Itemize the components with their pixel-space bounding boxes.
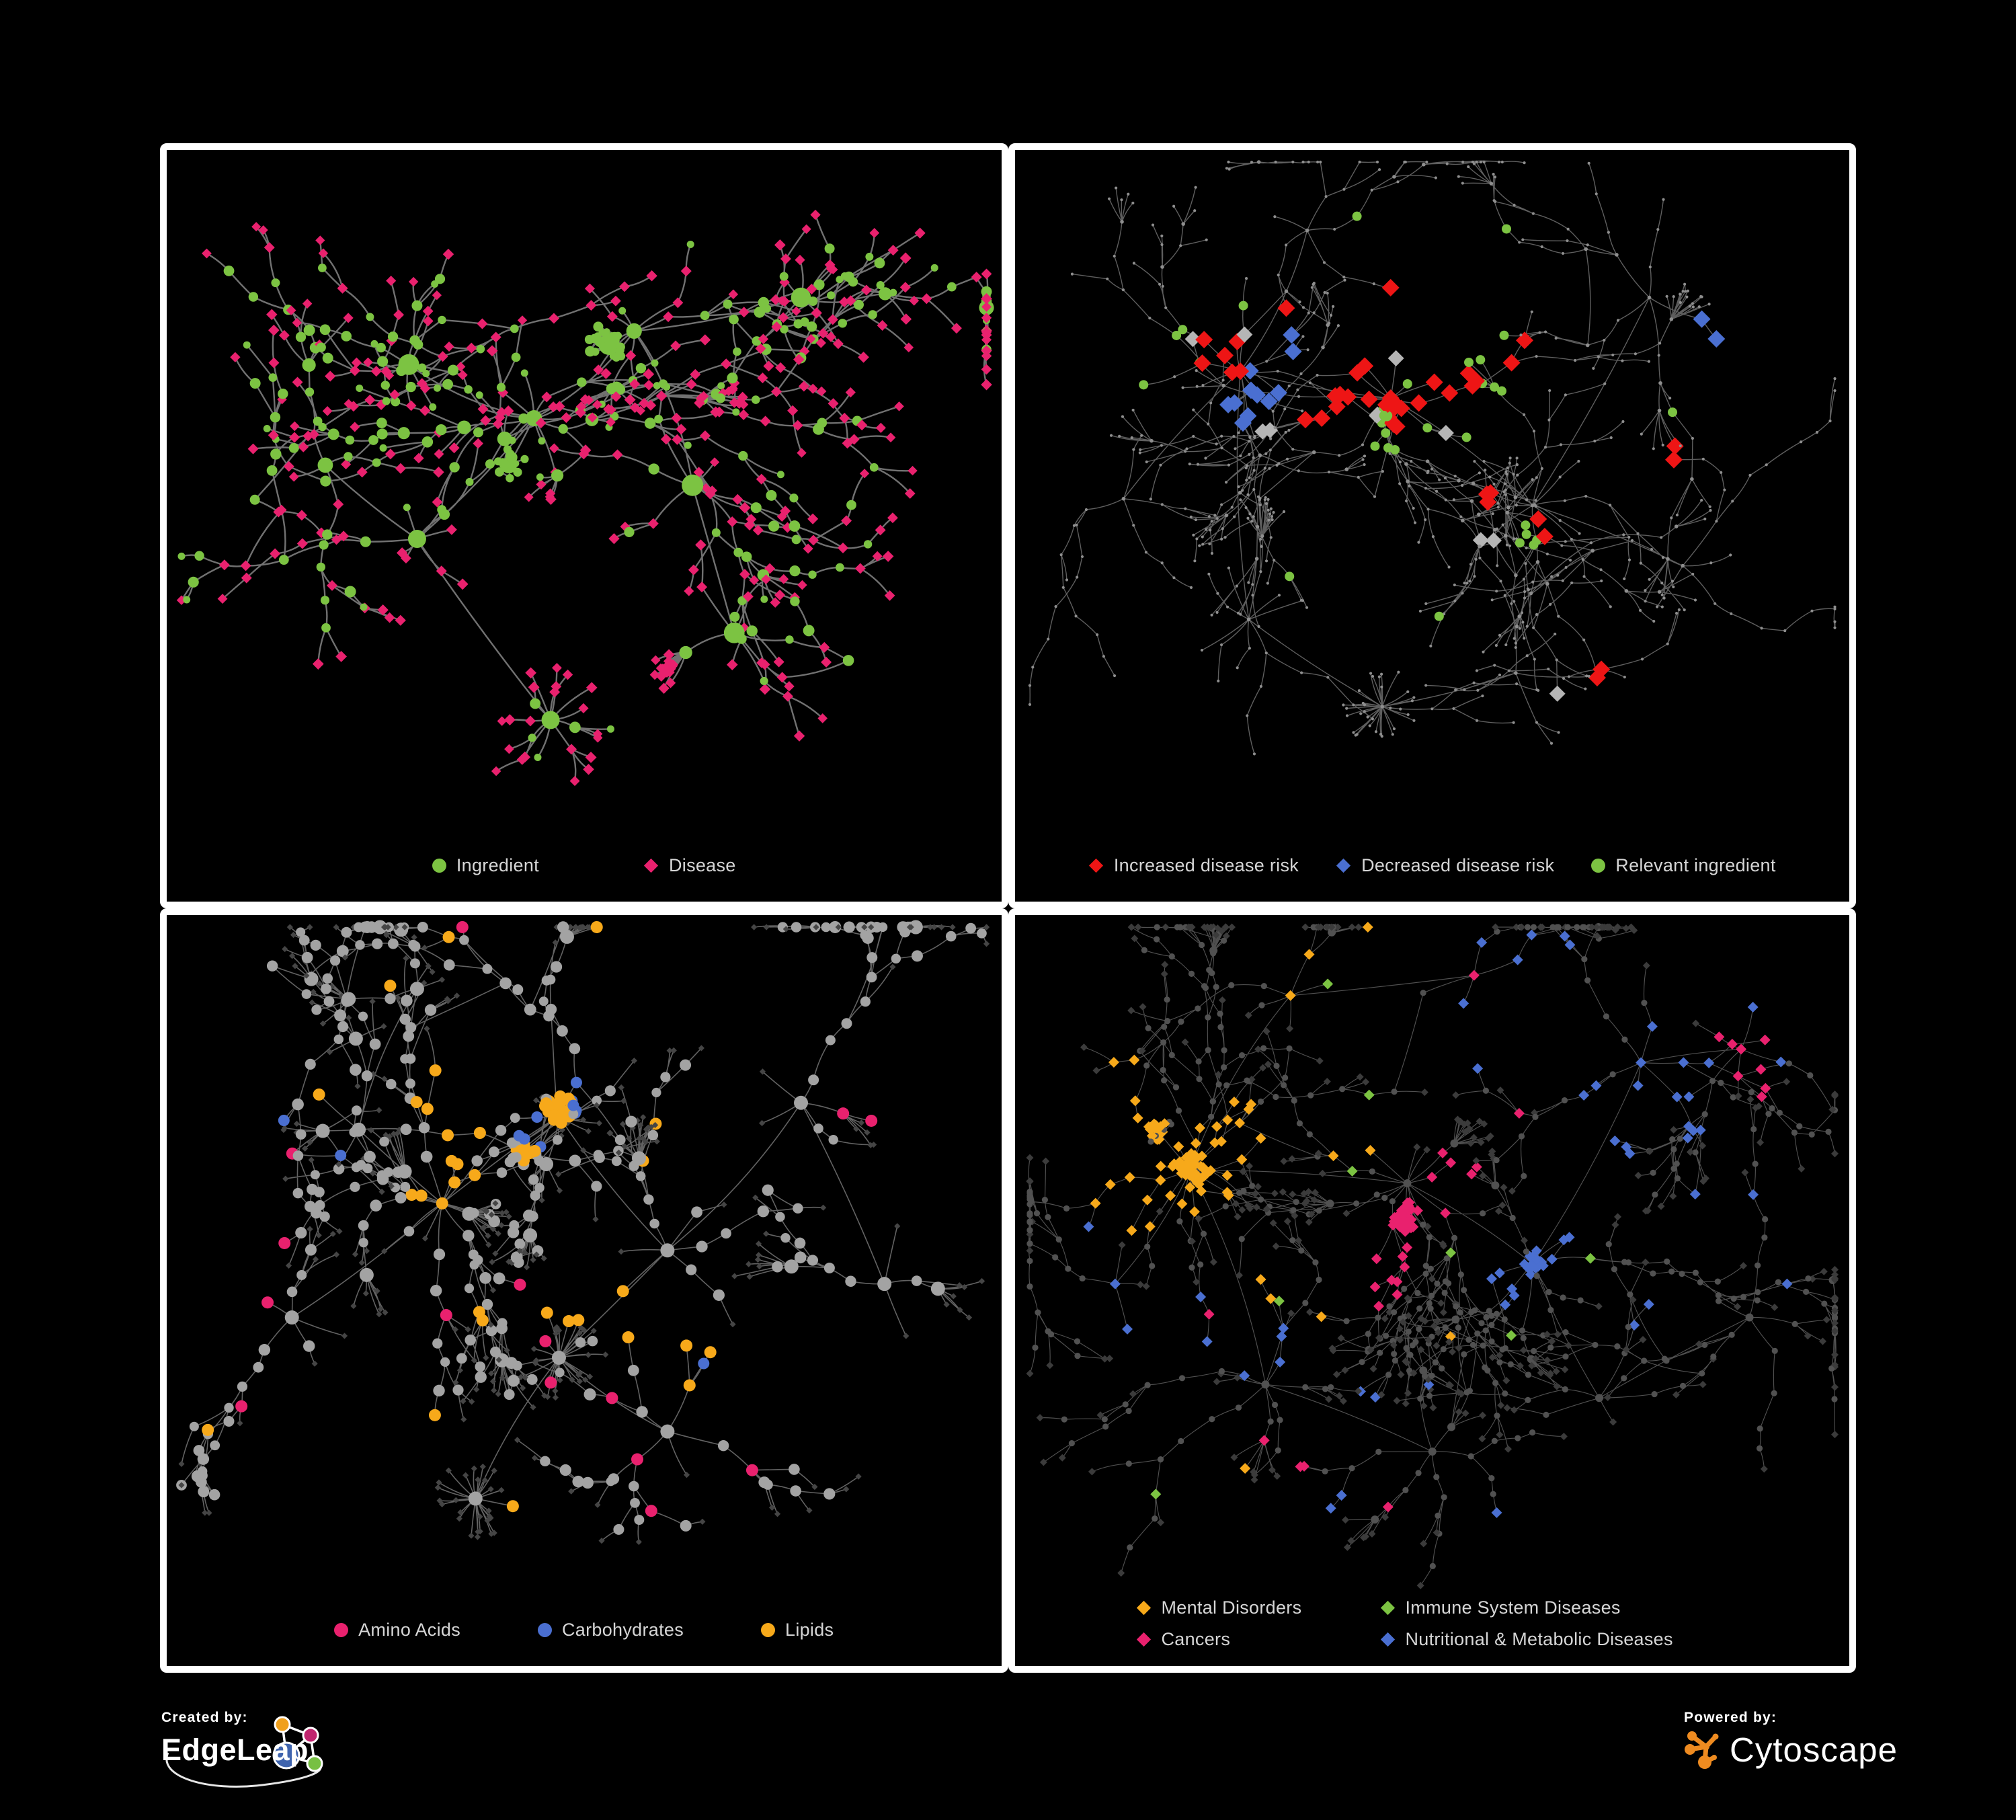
ingredient-circle-icon: [432, 858, 446, 873]
legend-label: Increased disease risk: [1113, 855, 1299, 875]
legend-label: Immune System Diseases: [1405, 1597, 1621, 1618]
legend-label: Amino Acids: [358, 1620, 460, 1640]
panel-macronutrients: Amino Acids Carbohydrates Lipids: [160, 908, 1008, 1673]
cytoscape-logo-row: Cytoscape: [1684, 1730, 1898, 1770]
legend-item-decreased-disease-risk: Decreased disease risk: [1336, 855, 1554, 876]
legend-item-carbohydrates: Carbohydrates: [538, 1620, 684, 1640]
immune-system-diseases-diamond-icon: [1380, 1600, 1395, 1616]
legend-macronutrients: Amino Acids Carbohydrates Lipids: [167, 1620, 1002, 1640]
legend-item-lipids: Lipids: [761, 1620, 834, 1640]
legend-item-ingredient: Ingredient: [432, 855, 539, 876]
network-edges: [1028, 925, 1837, 1586]
increased-disease-risk-diamond-icon: [1088, 858, 1103, 873]
legend-label: Nutritional & Metabolic Diseases: [1405, 1629, 1673, 1649]
legend-label: Carbohydrates: [562, 1620, 684, 1640]
created-by-block: Created by: EdgeLeap: [161, 1710, 376, 1804]
legend-item-disease: Disease: [643, 855, 736, 876]
created-by-label: Created by:: [161, 1710, 248, 1725]
edgeleap-swoosh: [165, 1752, 322, 1788]
network-edges: [1029, 160, 1836, 754]
lipids-circle-icon: [761, 1623, 775, 1637]
network-graph-disease-risk: [1028, 160, 1837, 756]
legend-ingredient-disease: Ingredient Disease: [167, 855, 1002, 876]
cytoscape-icon-nodes: [1685, 1731, 1719, 1769]
legend-item-relevant-ingredient: Relevant ingredient: [1591, 855, 1775, 876]
legend-label: Cancers: [1161, 1629, 1231, 1649]
panel-ingredient-disease: Ingredient Disease: [160, 143, 1008, 908]
legend-label: Relevant ingredient: [1615, 855, 1776, 875]
legend-item-immune-system-diseases: Immune System Diseases: [1380, 1597, 1673, 1618]
legend-label: Lipids: [785, 1620, 834, 1640]
cancers-diamond-icon: [1136, 1632, 1151, 1647]
powered-by-block: Powered by: Cytoscape: [1684, 1710, 1980, 1797]
network-graph-disease-categories: [1025, 921, 1839, 1589]
edgeleap-icon-nodes: [272, 1716, 323, 1772]
panel-disease-risk: Increased disease risk Decreased disease …: [1008, 143, 1856, 908]
legend-label: Decreased disease risk: [1361, 855, 1555, 875]
legend-label: Ingredient: [456, 855, 539, 875]
legend-label: Mental Disorders: [1161, 1597, 1302, 1618]
cytoscape-logo-text: Cytoscape: [1730, 1731, 1898, 1769]
legend-item-mental-disorders: Mental Disorders: [1136, 1597, 1380, 1618]
network-panels-grid: Ingredient Disease Increased disease risk…: [160, 143, 1856, 1673]
amino-acids-circle-icon: [334, 1623, 349, 1637]
nutritional-metabolic-diseases-diamond-icon: [1380, 1632, 1395, 1647]
cytoscape-logo-icon: [1685, 1731, 1719, 1769]
legend-item-cancers: Cancers: [1136, 1629, 1380, 1650]
legend-item-increased-disease-risk: Increased disease risk: [1088, 855, 1299, 876]
legend-item-amino-acids: Amino Acids: [334, 1620, 460, 1640]
network-edges: [180, 214, 989, 781]
relevant-ingredient-circle-icon: [1591, 858, 1606, 873]
panel-disease-categories: Mental Disorders Immune System Diseases Ca…: [1008, 908, 1856, 1673]
powered-by-label: Powered by:: [1684, 1710, 1777, 1725]
network-graph-macronutrients: [176, 919, 990, 1545]
edgeleap-logo-text: EdgeLeap: [161, 1733, 309, 1767]
legend-disease-categories: Mental Disorders Immune System Diseases Ca…: [1015, 1597, 1673, 1650]
edgeleap-logo-icon: [165, 1716, 323, 1788]
legend-label: Disease: [668, 855, 736, 875]
carbohydrates-circle-icon: [538, 1623, 552, 1637]
disease-diamond-icon: [643, 858, 659, 873]
legend-disease-risk: Increased disease risk Decreased disease …: [1015, 855, 1850, 876]
network-graph-ingredient-disease: [176, 209, 994, 787]
decreased-disease-risk-diamond-icon: [1336, 858, 1351, 873]
legend-item-nutritional-metabolic-diseases: Nutritional & Metabolic Diseases: [1380, 1629, 1673, 1650]
mental-disorders-diamond-icon: [1136, 1600, 1151, 1616]
